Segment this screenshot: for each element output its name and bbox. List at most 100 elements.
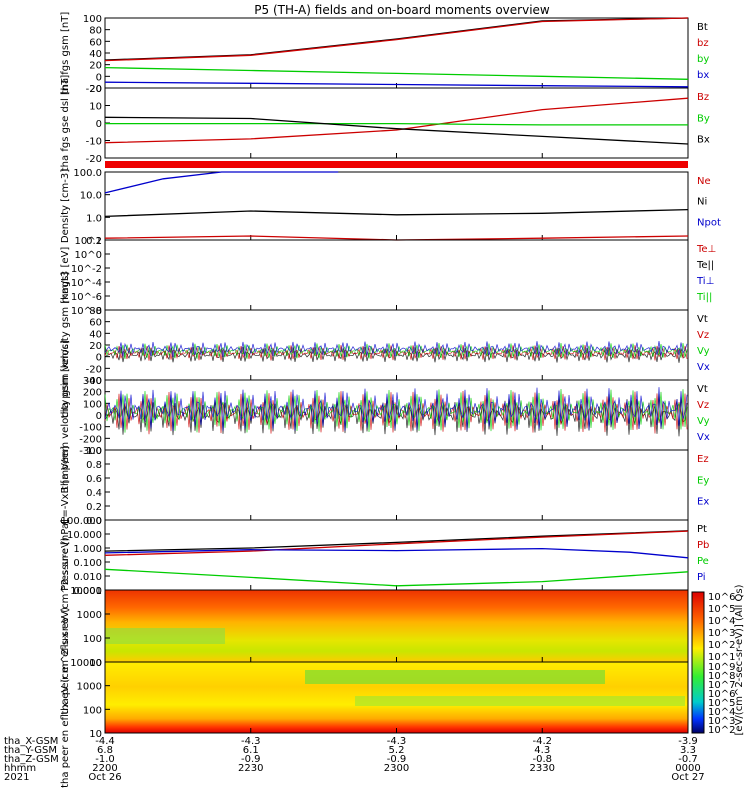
orbit-value: -3.9 bbox=[678, 736, 698, 747]
ytick-label: 60 bbox=[89, 37, 102, 48]
panel-density: 100.0 10.0 1.0 0.1 Density [cm-3] Ne Ni Npot bbox=[60, 168, 721, 247]
colorbar-tick: 10^2 bbox=[708, 725, 735, 736]
ytick-label: -20 bbox=[86, 364, 102, 375]
legend-entry: Vz bbox=[697, 330, 709, 341]
panel-pressure: 100.000 10.000 1.000 0.100 0.010 0.001Pressur… bbox=[60, 516, 709, 597]
ytick-label: 100 bbox=[83, 634, 102, 645]
orbit-value: -4.3 bbox=[241, 736, 261, 747]
series-By bbox=[105, 122, 688, 126]
orbit-value: 2200 bbox=[92, 763, 117, 774]
legend-entry: Ex bbox=[697, 497, 709, 508]
legend-entry: Vx bbox=[697, 432, 710, 443]
ytick-label: -40 bbox=[86, 376, 102, 387]
orbit-bar bbox=[105, 161, 688, 168]
orbit-value: 2230 bbox=[238, 763, 263, 774]
series-by bbox=[104, 66, 689, 80]
ytick-label: 10^-2 bbox=[71, 264, 102, 275]
panel-peer_spectrogram: 10000 1000 100 10 tha peer en eflux eV (cm^2… bbox=[60, 607, 689, 788]
ytick-label: -100 bbox=[79, 423, 102, 434]
ylabel: Density [cm-3] bbox=[60, 169, 71, 243]
ylabel: tha peir en eflux eV (cm^2-s-sr-eV) bbox=[60, 537, 71, 714]
ytick-label: 1.000 bbox=[73, 544, 102, 555]
ytick-label: 10^-8 bbox=[71, 306, 102, 317]
series-bz bbox=[104, 17, 689, 62]
ytick-label: 40 bbox=[89, 329, 102, 340]
ytick-label: -10 bbox=[86, 137, 102, 148]
colorbar-tick: 10^3 bbox=[708, 716, 735, 727]
ytick-label: -200 bbox=[79, 434, 102, 445]
ytick-label: 80 bbox=[89, 306, 102, 317]
ytick-label: 100 bbox=[83, 705, 102, 716]
series-Bz bbox=[104, 97, 689, 144]
orbit-row-label: tha_X-GSM bbox=[4, 736, 58, 747]
legend-entry: Bx bbox=[697, 135, 710, 146]
legend-entry: Pt bbox=[697, 524, 707, 535]
legend-entry: Ti|| bbox=[696, 292, 712, 303]
orbit-value: 0000 bbox=[675, 763, 700, 774]
ytick-label: 0 bbox=[96, 353, 102, 364]
legend-entry: Vx bbox=[697, 362, 710, 373]
ytick-label: 100 bbox=[83, 14, 102, 25]
panel-frame bbox=[104, 171, 689, 241]
ytick-label: 40 bbox=[89, 49, 102, 60]
ytick-label: 10^-6 bbox=[71, 292, 102, 303]
orbit-row-label: 2021 bbox=[4, 772, 29, 783]
panel-peir_spectrogram: 10000 1000 100 10 tha peir en eflux eV (cm^2… bbox=[60, 537, 689, 715]
spectrogram-band bbox=[105, 628, 225, 644]
orbit-value: -4.2 bbox=[532, 736, 552, 747]
legend-entry: by bbox=[697, 54, 709, 65]
ytick-label: 0.010 bbox=[73, 572, 102, 583]
series-bx bbox=[104, 81, 689, 88]
legend-entry: Ne bbox=[697, 176, 711, 187]
panel-fgs_gse: 20 10 0 -10 -20 tha fgs gse dsl [nT] Bz By Bx bbox=[60, 75, 710, 172]
panel-frame bbox=[104, 519, 689, 591]
ylabel: Pressure [nPa] bbox=[60, 519, 71, 591]
orbit-value: -0.7 bbox=[678, 754, 698, 765]
legend-entry: Vt bbox=[697, 384, 708, 395]
ytick-label: 20 bbox=[89, 341, 102, 352]
legend-entry: Vy bbox=[697, 346, 710, 357]
orbit-value: 4.3 bbox=[534, 745, 550, 756]
orbit-row-label: hhmm bbox=[4, 763, 36, 774]
orbit-row-label: tha_Y-GSM bbox=[4, 745, 57, 756]
velocity-trace bbox=[104, 387, 688, 431]
legend-entry: Ey bbox=[697, 475, 709, 486]
panel-frame bbox=[104, 239, 689, 311]
ylabel: tha peer en eflux eV (cm^2-s-sr-eV) bbox=[60, 607, 71, 788]
legend-entry: Vz bbox=[697, 400, 709, 411]
plot-title: P5 (TH-A) fields and on-board moments ov… bbox=[254, 3, 550, 17]
ytick-label: -300 bbox=[79, 446, 102, 457]
ytick-label: 10000 bbox=[70, 586, 102, 597]
colorbar-tick: 10^5 bbox=[708, 604, 735, 615]
orbit-value: -1.0 bbox=[95, 754, 115, 765]
panel-efield: 1.0 0.8 0.6 0.4 0.2 0.0 E=-VxB [mV/m] Ez Ey Ex bbox=[60, 446, 709, 527]
colorbar-tick: 10^7 bbox=[708, 680, 735, 691]
ytick-label: 1.0 bbox=[86, 446, 102, 457]
ytick-label: 20 bbox=[89, 84, 102, 95]
ylabel: tha peim velocity gsm [km/s] bbox=[60, 272, 71, 419]
series-Pi bbox=[104, 547, 689, 559]
ytick-label: -20 bbox=[86, 84, 102, 95]
ytick-label: 0.8 bbox=[86, 460, 102, 471]
ytick-label: 0 bbox=[96, 411, 102, 422]
orbit-value: -4.3 bbox=[387, 736, 407, 747]
legend-entry: By bbox=[697, 113, 710, 124]
orbit-value: -4.4 bbox=[95, 736, 115, 747]
ytick-label: 10^-4 bbox=[71, 278, 102, 289]
colorbar-tick: 10^4 bbox=[708, 707, 735, 718]
ytick-label: 1000 bbox=[77, 682, 102, 693]
orbit-value: 2330 bbox=[530, 763, 555, 774]
series-Npot bbox=[104, 171, 339, 194]
ytick-label: 10 bbox=[89, 658, 102, 669]
orbit-row-label: tha_Z-GSM bbox=[4, 754, 59, 765]
legend-entry: Ti⊥ bbox=[696, 276, 714, 287]
colorbar-tick: 10^6 bbox=[708, 689, 735, 700]
legend-entry: Bz bbox=[697, 92, 709, 103]
legend-entry: Vt bbox=[697, 314, 708, 325]
ytick-label: 10.000 bbox=[67, 530, 102, 541]
spectrogram-fill bbox=[105, 590, 688, 662]
